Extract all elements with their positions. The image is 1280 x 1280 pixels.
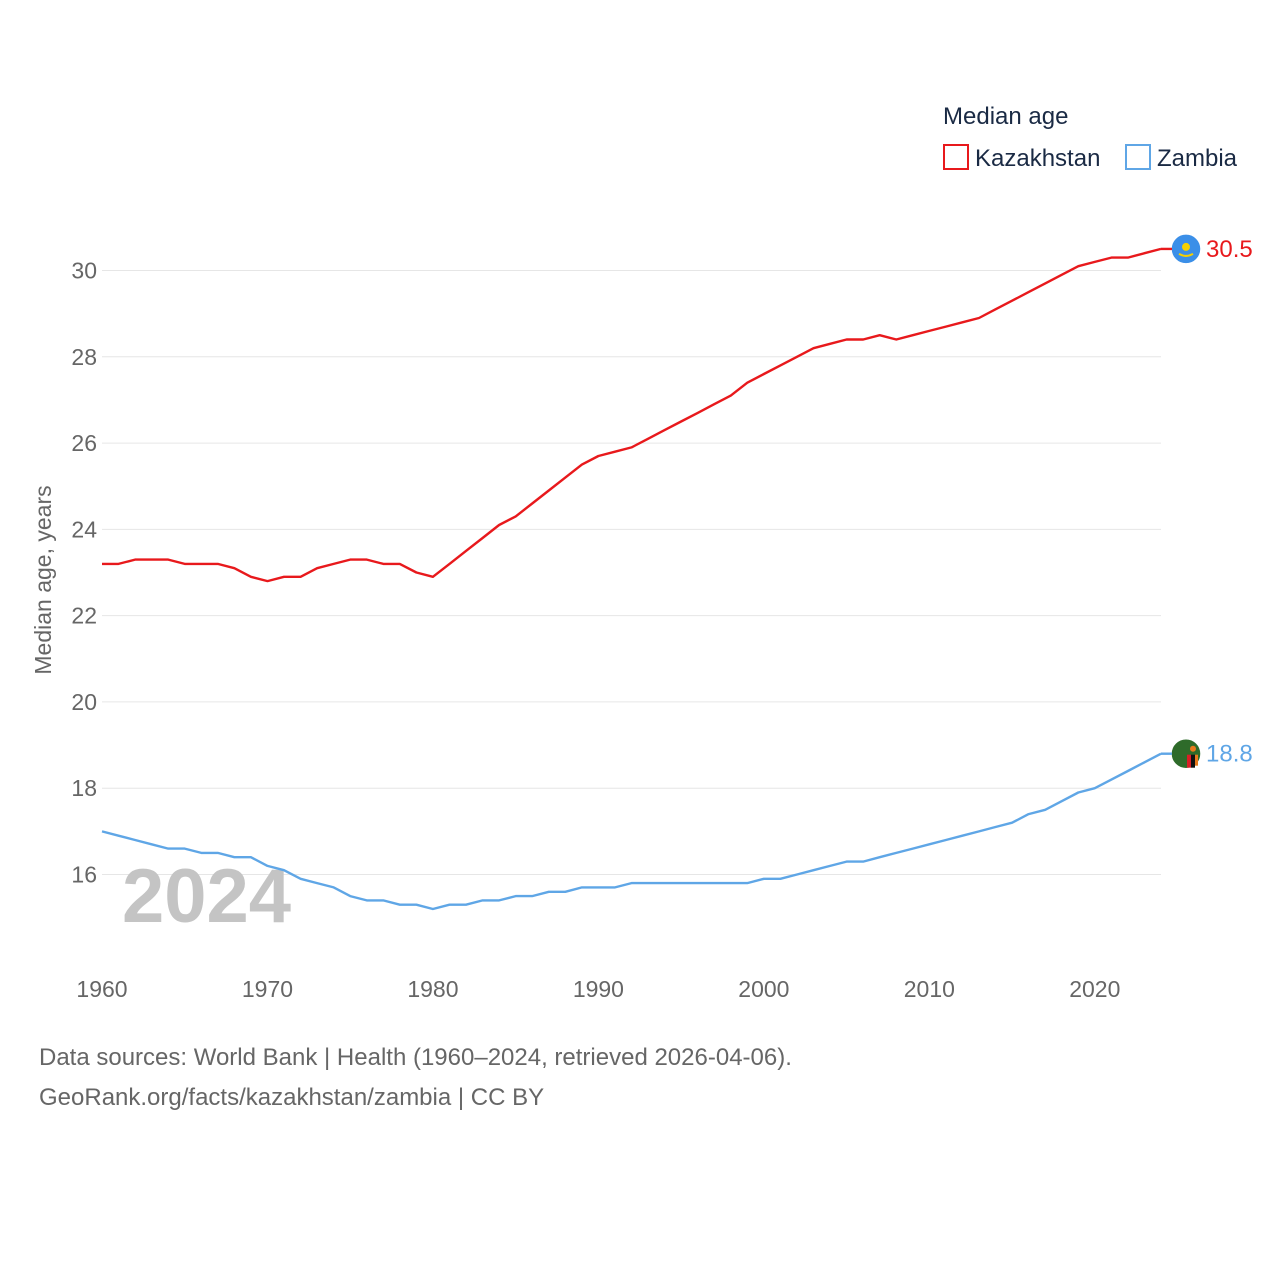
y-tick-label-18: 18 <box>71 775 97 801</box>
x-tick-label-1960: 1960 <box>76 976 127 1002</box>
end-value-label-kazakhstan: 30.5 <box>1206 236 1253 263</box>
year-overlay: 2024 <box>122 854 291 939</box>
y-tick-label-26: 26 <box>71 430 97 456</box>
kazakhstan-flag-icon <box>1170 233 1202 265</box>
legend-label-kazakhstan[interactable]: Kazakhstan <box>975 145 1100 172</box>
footer-sources: Data sources: World Bank | Health (1960–… <box>39 1044 792 1071</box>
end-value-label-zambia: 18.8 <box>1206 741 1253 768</box>
y-tick-label-22: 22 <box>71 603 97 629</box>
y-tick-label-16: 16 <box>71 862 97 888</box>
x-tick-label-2000: 2000 <box>738 976 789 1002</box>
y-tick-label-24: 24 <box>71 516 97 542</box>
x-tick-label-2010: 2010 <box>904 976 955 1002</box>
median-age-chart: 16 18 20 22 24 26 28 30 1960 1970 1980 1990 2000 2010… <box>30 103 1253 1002</box>
zambia-flag-icon <box>1170 737 1202 770</box>
footer-credit[interactable]: GeoRank.org/facts/kazakhstan/zambia | CC… <box>39 1084 545 1111</box>
y-axis-label: Median age, years <box>30 485 56 674</box>
y-tick-label-20: 20 <box>71 689 97 715</box>
series-line-kazakhstan[interactable] <box>102 247 1162 583</box>
y-tick-label-28: 28 <box>71 344 97 370</box>
legend-title: Median age <box>943 103 1068 130</box>
x-tick-label-1980: 1980 <box>407 976 458 1002</box>
y-tick-label-30: 30 <box>71 258 97 284</box>
x-tick-label-1990: 1990 <box>573 976 624 1002</box>
x-tick-label-2020: 2020 <box>1069 976 1120 1002</box>
legend-swatch-kazakhstan[interactable] <box>943 144 969 170</box>
series-line-zambia[interactable] <box>101 752 1162 911</box>
legend-swatch-zambia[interactable] <box>1125 144 1151 170</box>
legend-label-zambia[interactable]: Zambia <box>1157 145 1238 172</box>
x-tick-label-1970: 1970 <box>242 976 293 1002</box>
